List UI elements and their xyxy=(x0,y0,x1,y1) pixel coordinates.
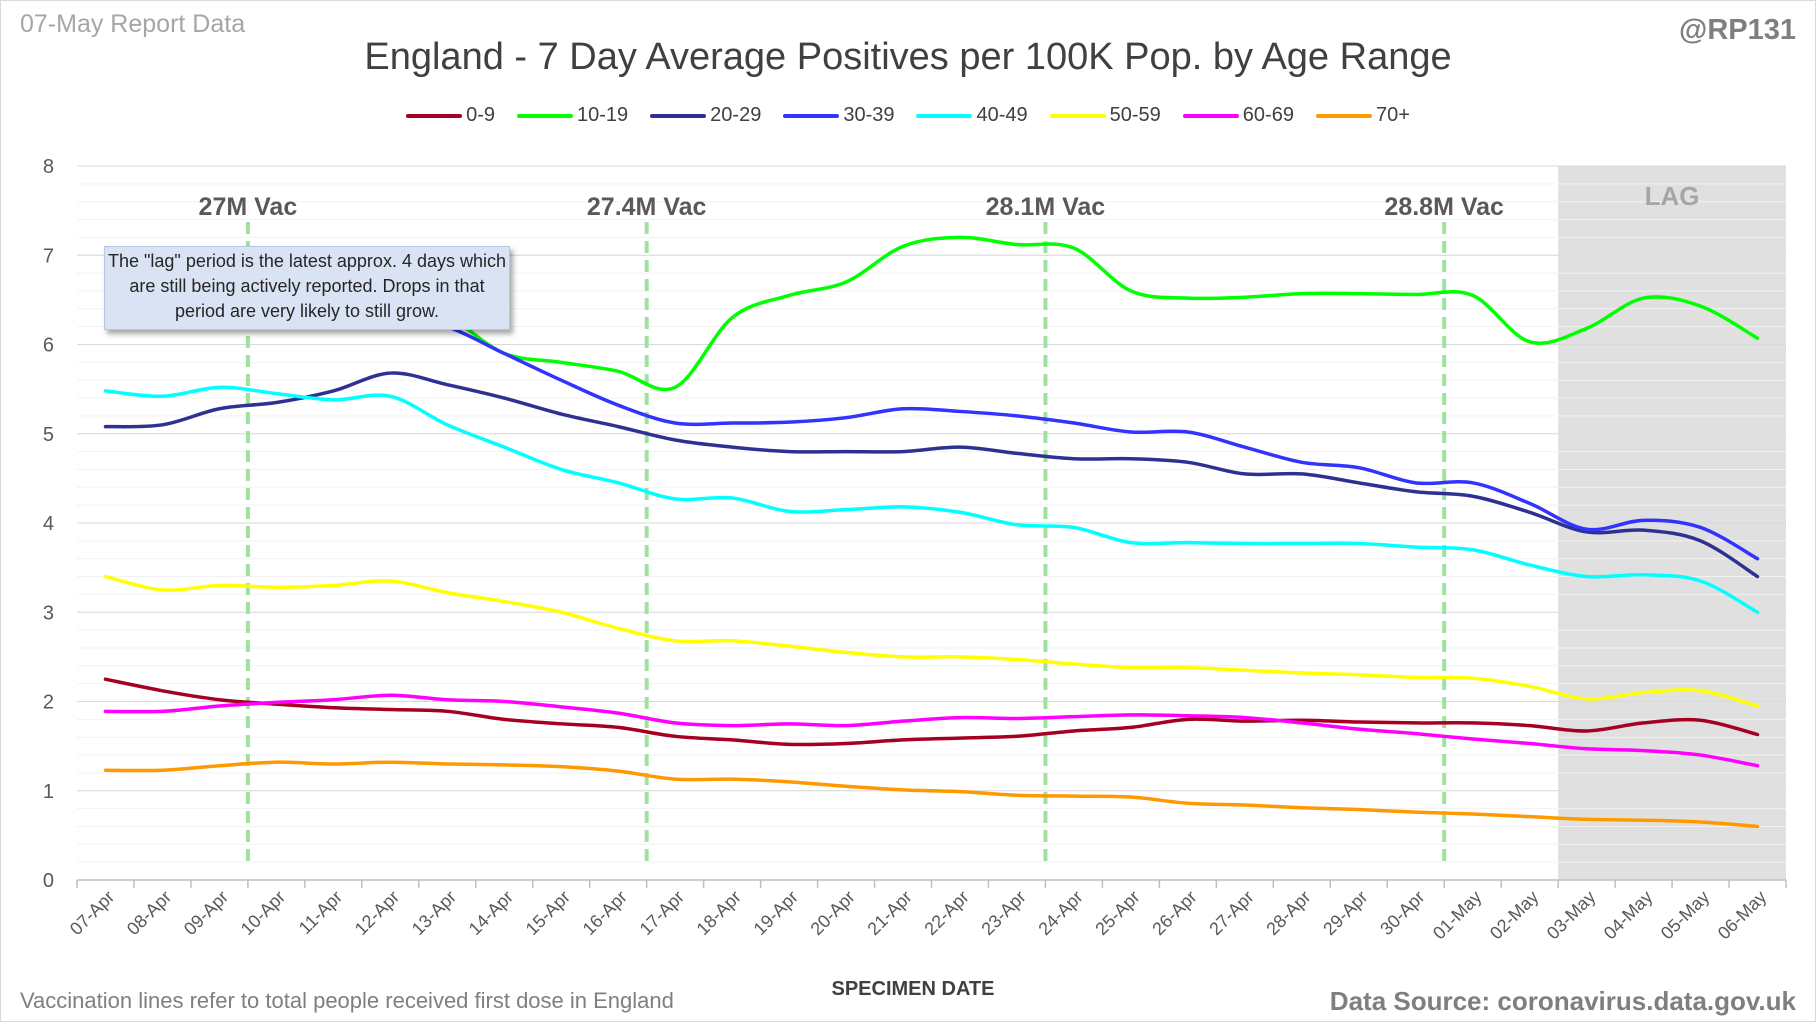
x-tick-label: 29-Apr xyxy=(1319,887,1371,939)
legend-label: 0-9 xyxy=(466,104,496,126)
y-tick-label: 8 xyxy=(43,156,54,178)
x-tick-label: 21-Apr xyxy=(863,887,915,939)
legend-item: 30-39 xyxy=(783,104,894,127)
x-tick-label: 15-Apr xyxy=(522,887,574,939)
series-line-40-49 xyxy=(103,385,1760,614)
x-tick-label: 24-Apr xyxy=(1034,887,1086,939)
y-tick-label: 6 xyxy=(43,335,54,357)
legend-swatch xyxy=(406,113,463,118)
series-line-70+ xyxy=(103,760,1760,829)
legend-swatch xyxy=(517,113,574,118)
lag-note: The "lag" period is the latest approx. 4… xyxy=(104,246,510,330)
x-tick-label: 11-Apr xyxy=(295,887,346,938)
series-line-60-69 xyxy=(103,693,1760,768)
x-tick-label: 07-Apr xyxy=(66,887,118,939)
x-tick-label: 03-May xyxy=(1543,887,1600,944)
y-tick-label: 2 xyxy=(43,692,54,714)
legend-item: 50-59 xyxy=(1049,104,1161,127)
y-tick-label: 7 xyxy=(43,245,54,267)
y-tick-label: 3 xyxy=(43,602,54,624)
author-handle: @RP131 xyxy=(1679,14,1796,46)
legend-swatch xyxy=(783,113,840,118)
legend-label: 10-19 xyxy=(577,104,629,126)
y-tick-label: 4 xyxy=(43,513,54,535)
legend-label: 50-59 xyxy=(1109,104,1161,126)
x-tick-label: 27-Apr xyxy=(1205,887,1257,939)
chart-legend: 0-9 10-19 20-29 30-39 40-49 50-59 60-69 70+ xyxy=(0,104,1816,127)
legend-swatch xyxy=(916,113,973,118)
x-tick-label: 12-Apr xyxy=(351,887,403,939)
x-tick-label: 01-May xyxy=(1429,887,1486,944)
legend-label: 20-29 xyxy=(710,104,762,126)
legend-item: 60-69 xyxy=(1182,104,1294,127)
x-tick-label: 19-Apr xyxy=(750,887,802,939)
legend-swatch xyxy=(1049,113,1106,118)
x-tick-label: 06-May xyxy=(1714,887,1771,944)
lag-label: LAG xyxy=(1645,181,1700,211)
chart-title: England - 7 Day Average Positives per 10… xyxy=(364,36,1452,78)
legend-swatch xyxy=(1182,113,1239,118)
legend-item: 70+ xyxy=(1315,104,1410,127)
vaccination-label: 27.4M Vac xyxy=(587,193,707,221)
y-tick-label: 0 xyxy=(43,870,54,892)
vaccination-label: 28.1M Vac xyxy=(986,193,1106,221)
y-tick-label: 1 xyxy=(43,781,54,803)
vaccination-label: 27M Vac xyxy=(199,193,298,221)
x-tick-label: 05-May xyxy=(1657,887,1714,944)
legend-label: 60-69 xyxy=(1242,104,1294,126)
y-tick-label: 5 xyxy=(43,424,54,446)
x-tick-label: 08-Apr xyxy=(123,887,175,939)
x-tick-label: 02-May xyxy=(1486,887,1543,944)
x-tick-label: 30-Apr xyxy=(1376,887,1428,939)
vaccination-label: 28.8M Vac xyxy=(1384,193,1504,221)
x-tick-label: 14-Apr xyxy=(465,887,517,939)
legend-label: 30-39 xyxy=(843,104,895,126)
series-line-50-59 xyxy=(103,574,1760,708)
legend-label: 40-49 xyxy=(976,104,1028,126)
x-tick-label: 22-Apr xyxy=(920,887,972,939)
legend-swatch xyxy=(650,113,707,118)
x-tick-label: 13-Apr xyxy=(408,887,460,939)
x-tick-label: 04-May xyxy=(1600,887,1657,944)
x-tick-label: 16-Apr xyxy=(579,887,631,939)
x-tick-label: 23-Apr xyxy=(977,887,1029,939)
x-tick-label: 28-Apr xyxy=(1262,887,1314,939)
vaccination-footnote: Vaccination lines refer to total people … xyxy=(20,988,674,1013)
series-line-0-9 xyxy=(103,677,1760,747)
legend-label: 70+ xyxy=(1375,104,1410,126)
x-tick-label: 25-Apr xyxy=(1091,887,1143,939)
x-tick-label: 17-Apr xyxy=(636,887,688,939)
x-tick-label: 26-Apr xyxy=(1148,887,1200,939)
x-axis-title: SPECIMEN DATE xyxy=(831,978,995,1000)
legend-item: 0-9 xyxy=(406,104,495,127)
x-tick-label: 18-Apr xyxy=(693,887,745,939)
data-source: Data Source: coronavirus.data.gov.uk xyxy=(1329,986,1796,1016)
legend-item: 20-29 xyxy=(650,104,761,127)
legend-swatch xyxy=(1315,113,1372,118)
x-tick-label: 20-Apr xyxy=(807,887,859,939)
report-date-label: 07-May Report Data xyxy=(20,10,246,38)
legend-item: 10-19 xyxy=(517,104,628,127)
series-line-10-19 xyxy=(388,235,1760,392)
series-line-20-29 xyxy=(103,371,1760,579)
legend-item: 40-49 xyxy=(916,104,1028,127)
series-line-30-39 xyxy=(388,311,1760,561)
x-tick-label: 10-Apr xyxy=(237,887,289,939)
x-tick-label: 09-Apr xyxy=(180,887,232,939)
